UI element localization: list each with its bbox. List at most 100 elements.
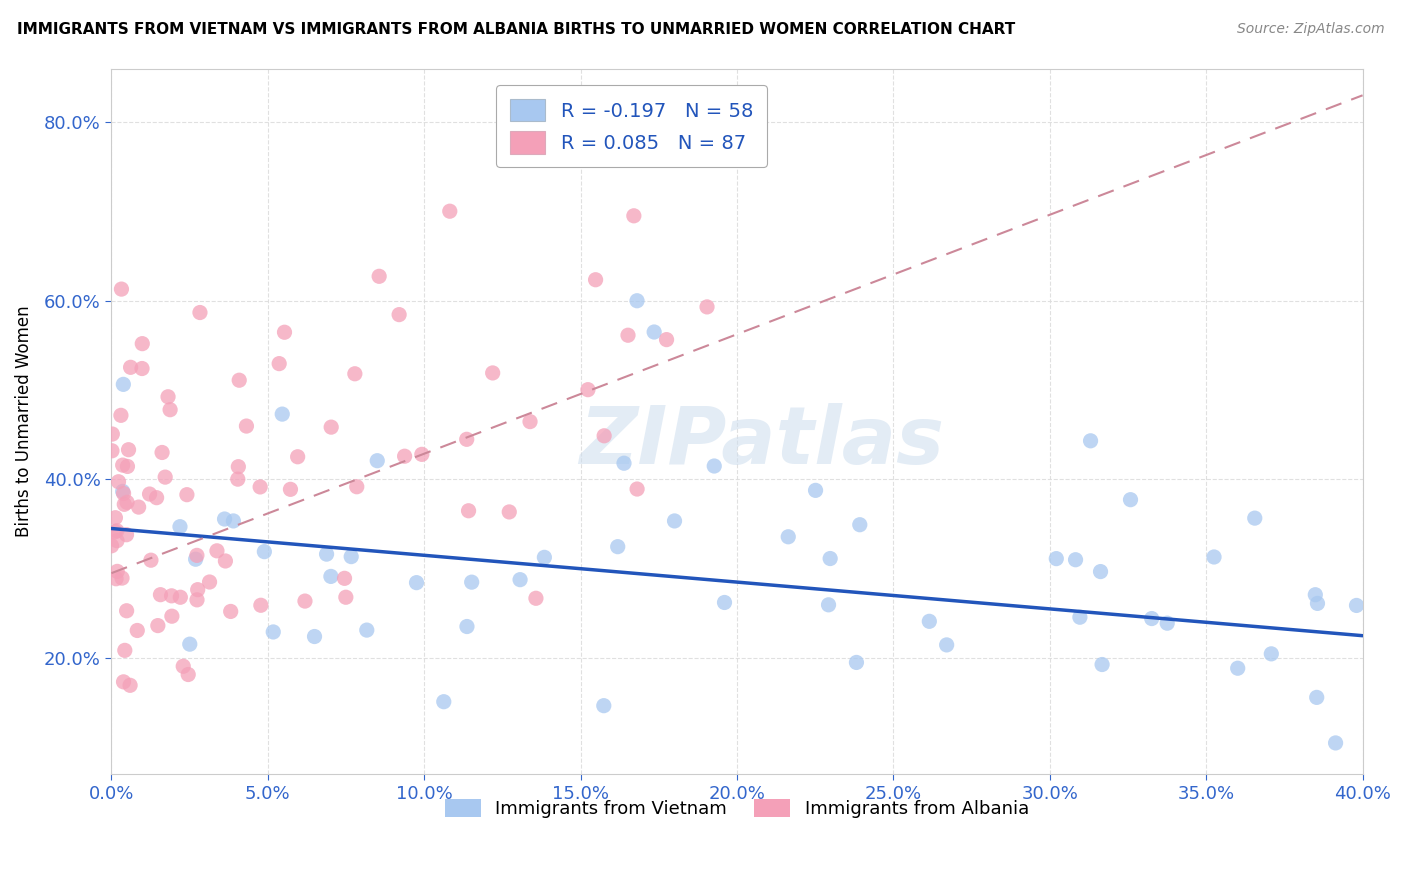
Point bbox=[127, 624, 149, 638]
Point bbox=[592, 698, 614, 713]
Point bbox=[120, 678, 142, 692]
Point bbox=[253, 544, 276, 558]
Point bbox=[145, 491, 167, 505]
Text: IMMIGRANTS FROM VIETNAM VS IMMIGRANTS FROM ALBANIA BIRTHS TO UNMARRIED WOMEN COR: IMMIGRANTS FROM VIETNAM VS IMMIGRANTS FR… bbox=[17, 22, 1015, 37]
Point bbox=[321, 420, 343, 434]
Point bbox=[1045, 551, 1067, 566]
Point bbox=[346, 480, 368, 494]
Point bbox=[104, 510, 127, 524]
Point bbox=[1305, 690, 1327, 705]
Point bbox=[131, 336, 153, 351]
Point bbox=[849, 517, 872, 532]
Point bbox=[104, 524, 127, 539]
Point bbox=[105, 572, 128, 586]
Point bbox=[388, 308, 411, 322]
Point bbox=[1226, 661, 1249, 675]
Point bbox=[1156, 616, 1178, 631]
Point bbox=[335, 591, 357, 605]
Point bbox=[188, 305, 211, 319]
Point bbox=[169, 591, 191, 605]
Point bbox=[519, 415, 541, 429]
Point bbox=[100, 539, 122, 553]
Point bbox=[226, 472, 249, 486]
Point bbox=[169, 519, 191, 533]
Point bbox=[112, 486, 135, 500]
Point bbox=[626, 293, 648, 308]
Point bbox=[655, 333, 678, 347]
Point bbox=[228, 373, 250, 387]
Point bbox=[114, 643, 136, 657]
Point bbox=[186, 549, 208, 563]
Point bbox=[112, 674, 135, 689]
Point bbox=[186, 592, 208, 607]
Point bbox=[219, 604, 242, 618]
Point bbox=[703, 458, 725, 473]
Point bbox=[1140, 611, 1163, 625]
Point bbox=[128, 500, 150, 514]
Point bbox=[160, 589, 183, 603]
Point bbox=[269, 357, 291, 371]
Point bbox=[817, 598, 839, 612]
Point bbox=[405, 575, 427, 590]
Point bbox=[439, 204, 461, 219]
Point bbox=[333, 571, 356, 585]
Point bbox=[481, 366, 503, 380]
Point bbox=[150, 445, 173, 459]
Point bbox=[1202, 549, 1225, 564]
Point bbox=[228, 459, 250, 474]
Legend: Immigrants from Vietnam, Immigrants from Albania: Immigrants from Vietnam, Immigrants from… bbox=[437, 791, 1036, 825]
Point bbox=[280, 483, 302, 497]
Point bbox=[696, 300, 718, 314]
Text: Source: ZipAtlas.com: Source: ZipAtlas.com bbox=[1237, 22, 1385, 37]
Point bbox=[368, 269, 391, 284]
Point bbox=[394, 449, 416, 463]
Point bbox=[366, 453, 388, 467]
Point bbox=[146, 618, 169, 632]
Point bbox=[626, 482, 648, 496]
Point bbox=[198, 574, 221, 589]
Point bbox=[411, 447, 433, 461]
Point bbox=[1360, 617, 1382, 632]
Point bbox=[115, 604, 138, 618]
Point bbox=[433, 695, 456, 709]
Point bbox=[160, 609, 183, 624]
Point bbox=[131, 361, 153, 376]
Point bbox=[101, 443, 124, 458]
Point bbox=[120, 360, 142, 375]
Point bbox=[112, 377, 135, 392]
Text: ZIPatlas: ZIPatlas bbox=[579, 403, 945, 482]
Point bbox=[664, 514, 686, 528]
Point bbox=[778, 530, 800, 544]
Point bbox=[1303, 588, 1326, 602]
Point bbox=[343, 367, 366, 381]
Point bbox=[273, 325, 295, 339]
Point bbox=[111, 571, 134, 585]
Point bbox=[149, 588, 172, 602]
Point bbox=[115, 495, 138, 509]
Point bbox=[713, 595, 735, 609]
Point bbox=[340, 549, 363, 564]
Point bbox=[177, 667, 200, 681]
Point bbox=[1080, 434, 1102, 448]
Point bbox=[205, 544, 228, 558]
Point bbox=[138, 487, 160, 501]
Point bbox=[184, 552, 207, 566]
Point bbox=[287, 450, 309, 464]
Point bbox=[845, 656, 868, 670]
Point bbox=[593, 429, 616, 443]
Point bbox=[107, 475, 129, 489]
Point bbox=[262, 624, 284, 639]
Point bbox=[139, 553, 162, 567]
Point bbox=[818, 551, 841, 566]
Point bbox=[214, 512, 236, 526]
Point bbox=[110, 282, 132, 296]
Point bbox=[176, 488, 198, 502]
Point bbox=[1090, 565, 1112, 579]
Point bbox=[271, 407, 294, 421]
Point bbox=[315, 547, 337, 561]
Point bbox=[115, 527, 138, 541]
Point bbox=[235, 419, 257, 434]
Point bbox=[157, 390, 180, 404]
Point bbox=[1243, 511, 1265, 525]
Point bbox=[935, 638, 957, 652]
